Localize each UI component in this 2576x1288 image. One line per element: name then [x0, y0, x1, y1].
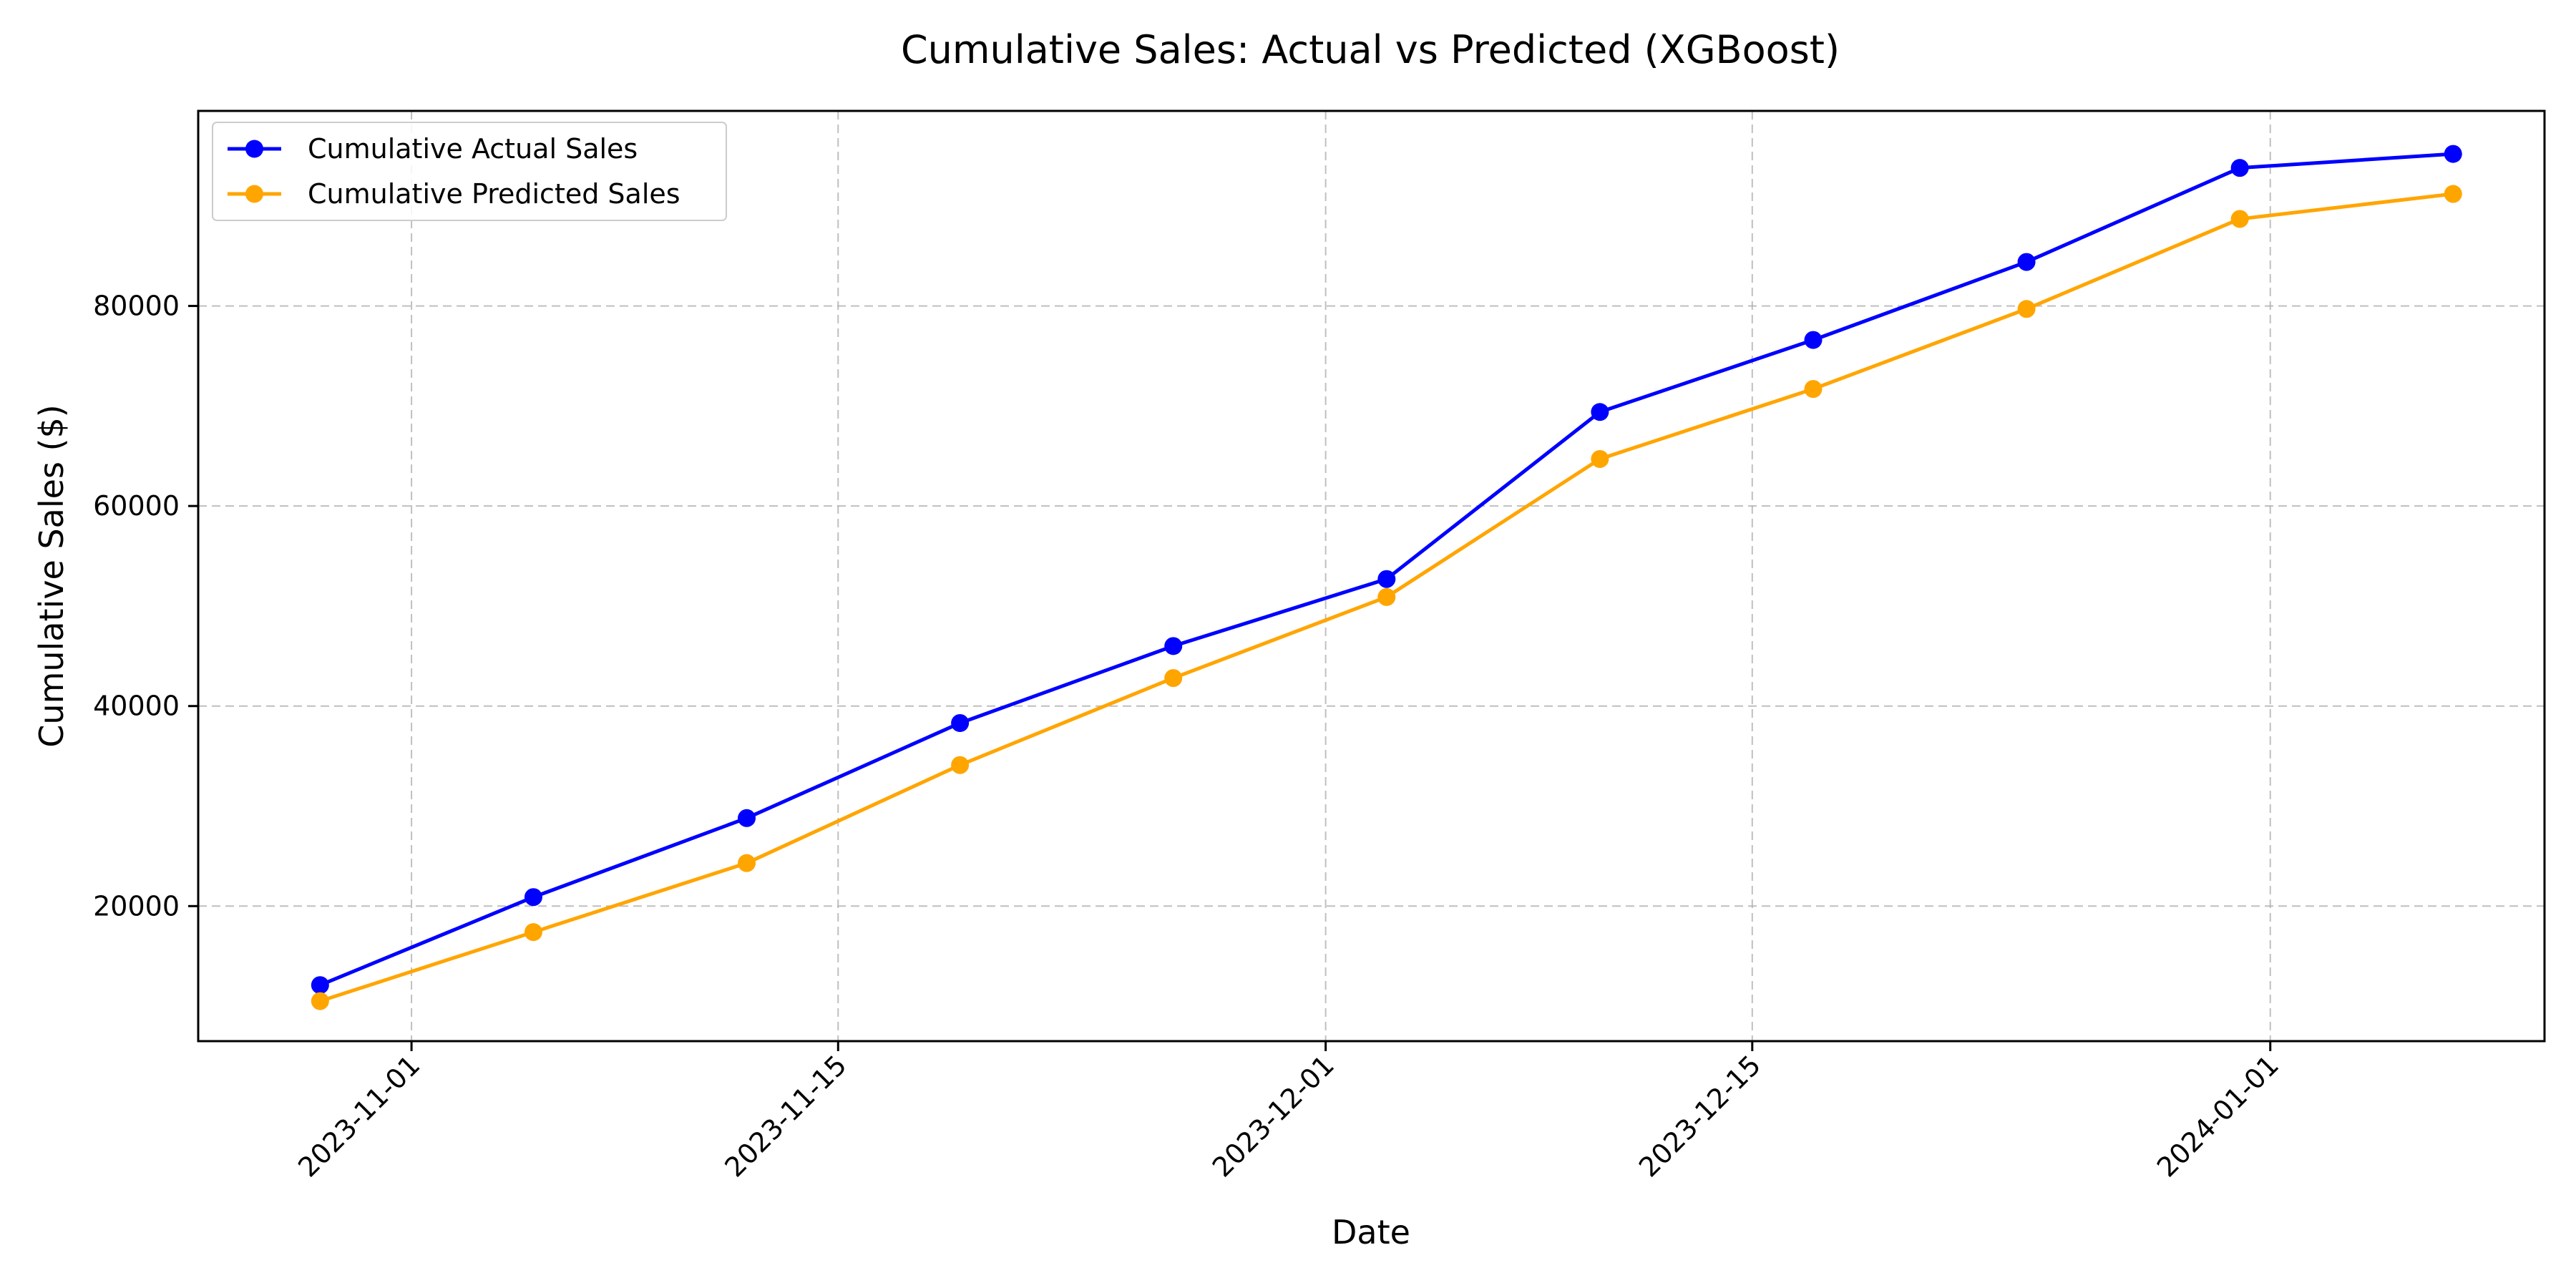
data-point: [524, 923, 542, 942]
y-tick-label: 80000: [93, 291, 180, 322]
data-point: [2017, 253, 2036, 271]
data-point: [2230, 210, 2249, 228]
data-point: [1591, 403, 1609, 421]
plot-series: [311, 145, 2462, 1010]
grid: [198, 111, 2545, 1041]
data-point: [951, 756, 970, 774]
series-0: [311, 145, 2462, 995]
y-tick-label: 60000: [93, 490, 180, 522]
legend-marker: [245, 140, 263, 158]
data-point: [951, 713, 970, 732]
x-tick-label: 2023-12-01: [1206, 1049, 1340, 1183]
x-tick-label: 2023-12-15: [1633, 1049, 1767, 1183]
y-tick-label: 40000: [93, 691, 180, 722]
data-point: [1377, 570, 1396, 588]
data-point: [1164, 637, 1183, 655]
legend-item: Cumulative Actual Sales: [228, 133, 638, 165]
plot-frame: [197, 109, 2546, 1043]
series-line: [319, 152, 2454, 987]
legend-item: Cumulative Predicted Sales: [228, 178, 680, 210]
data-point: [1164, 669, 1183, 688]
axis-ticks: 2023-11-01 2023-11-15 2023-12-01 2023-12-15…: [93, 291, 2285, 1184]
y-axis-label: Cumulative Sales ($): [32, 404, 71, 747]
data-point: [738, 854, 756, 872]
x-tick-label: 2023-11-15: [718, 1049, 852, 1183]
legend-marker: [245, 185, 263, 203]
data-point: [738, 809, 756, 827]
data-point: [2017, 300, 2036, 318]
chart-title: Cumulative Sales: Actual vs Predicted (X…: [901, 27, 1840, 72]
legend-box: [212, 122, 727, 221]
data-point: [1591, 449, 1609, 468]
data-point: [2444, 185, 2462, 203]
series-1: [311, 185, 2462, 1010]
x-tick-label: 2023-11-01: [292, 1049, 426, 1183]
legend-label: Cumulative Actual Sales: [308, 133, 638, 165]
legend-label: Cumulative Predicted Sales: [308, 178, 680, 210]
legend: Cumulative Actual Sales Cumulative Predic…: [212, 122, 727, 221]
data-point: [1804, 380, 1823, 399]
y-tick-label: 20000: [93, 890, 180, 922]
data-point: [2444, 145, 2462, 163]
data-point: [2230, 159, 2249, 177]
x-axis-label: Date: [1332, 1213, 1410, 1252]
x-tick-label: 2024-01-01: [2151, 1049, 2285, 1183]
data-point: [524, 888, 542, 907]
data-point: [311, 992, 329, 1010]
data-point: [1377, 587, 1396, 606]
data-point: [311, 976, 329, 995]
data-point: [1804, 331, 1823, 349]
